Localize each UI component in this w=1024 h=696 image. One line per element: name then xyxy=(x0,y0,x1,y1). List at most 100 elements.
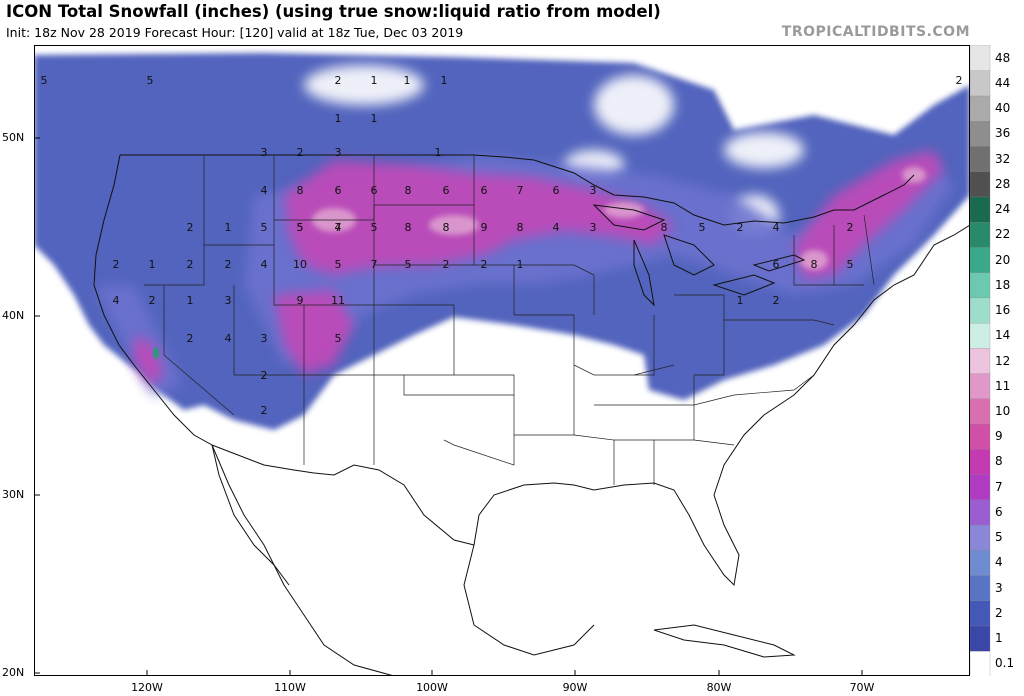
snowfall-value-label: 5 xyxy=(335,332,342,345)
map-subtitle: Init: 18z Nov 28 2019 Forecast Hour: [12… xyxy=(6,25,464,40)
colorbar-label: 44 xyxy=(995,75,1011,90)
colorbar-swatch xyxy=(970,398,991,425)
snowfall-value-label: 6 xyxy=(335,184,342,197)
snowfall-value-label: 5 xyxy=(405,258,412,271)
colorbar-label: 6 xyxy=(995,504,1003,519)
colorbar-swatch xyxy=(970,70,991,97)
snowfall-value-label: 1 xyxy=(335,112,342,125)
colorbar-swatch xyxy=(970,600,991,627)
snowfall-value-label: 4 xyxy=(261,258,268,271)
snowfall-value-label: 10 xyxy=(293,258,307,271)
lon-label-100w: 100W xyxy=(416,681,448,694)
snowfall-value-label: 6 xyxy=(553,184,560,197)
snowfall-value-label: 2 xyxy=(113,258,120,271)
snowfall-value-label: 2 xyxy=(773,294,780,307)
snowfall-value-label: 3 xyxy=(261,332,268,345)
colorbar-label: 7 xyxy=(995,479,1003,494)
snowfall-value-label: 4 xyxy=(113,294,120,307)
lat-label-20n: 20N xyxy=(2,666,25,679)
snowfall-value-label: 2 xyxy=(261,369,268,382)
colorbar-label: 10 xyxy=(995,403,1011,418)
colorbar-label: 5 xyxy=(995,530,1003,545)
coastlines xyxy=(93,154,970,676)
colorbar-swatch xyxy=(970,423,991,450)
snowfall-value-label: 9 xyxy=(297,294,304,307)
snowfall-value-label: 3 xyxy=(335,146,342,159)
snowfall-value-label: 5 xyxy=(847,258,854,271)
snowfall-value-label: 2 xyxy=(187,258,194,271)
snowfall-value-label: 2 xyxy=(187,332,194,345)
colorbar-swatch xyxy=(970,95,991,122)
lat-label-50n: 50N xyxy=(2,131,25,144)
snowfall-value-label: 5 xyxy=(261,221,268,234)
snowfall-value-label: 4 xyxy=(335,221,342,234)
snowfall-value-label: 4 xyxy=(773,221,780,234)
snowfall-value-label: 2 xyxy=(225,258,232,271)
snowfall-value-label: 5 xyxy=(41,74,48,87)
colorbar-label: 18 xyxy=(995,277,1011,292)
colorbar-swatch xyxy=(970,196,991,223)
colorbar-label: 24 xyxy=(995,202,1011,217)
snowfall-value-label: 6 xyxy=(481,184,488,197)
snowfall-value-label: 2 xyxy=(481,258,488,271)
snowfall-value-label: 1 xyxy=(187,294,194,307)
snowfall-value-label: 2 xyxy=(335,74,342,87)
colorbar-swatch xyxy=(970,499,991,526)
snowfall-value-label: 8 xyxy=(297,184,304,197)
colorbar-label: 14 xyxy=(995,328,1011,343)
snowfall-value-label: 5 xyxy=(371,221,378,234)
colorbar-swatch xyxy=(970,372,991,400)
snowfall-value-label: 2 xyxy=(187,221,194,234)
colorbar-label: 9 xyxy=(995,429,1003,444)
snowfall-value-label: 2 xyxy=(149,294,156,307)
colorbar-label: 36 xyxy=(995,126,1011,141)
colorbar-label: 48 xyxy=(995,50,1011,65)
source-credit: TROPICALTIDBITS.COM xyxy=(781,24,970,40)
colorbar-label: 11 xyxy=(995,378,1011,393)
colorbar-label: 8 xyxy=(995,454,1003,469)
snowfall-value-label: 8 xyxy=(517,221,524,234)
snowfall-value-label: 8 xyxy=(443,221,450,234)
snowfall-value-label: 2 xyxy=(737,221,744,234)
lon-label-80w: 80W xyxy=(706,681,732,694)
snowfall-value-label: 1 xyxy=(517,258,524,271)
colorbar-swatch xyxy=(970,145,991,172)
snowfall-value-label: 3 xyxy=(590,184,597,197)
snowfall-value-label: 2 xyxy=(847,221,854,234)
snowfall-value-label: 1 xyxy=(737,294,744,307)
snowfall-value-label: 7 xyxy=(335,221,342,234)
snowfall-value-label: 8 xyxy=(405,184,412,197)
snowfall-value-label: 1 xyxy=(441,74,448,87)
colorbar-label: 0.1 xyxy=(995,656,1015,671)
colorbar-label: 1 xyxy=(995,631,1003,646)
snowfall-value-label: 4 xyxy=(553,221,560,234)
snowfall-map: 5 5 2 1 1 11 123 2 3 14 8 6 6 8 6 6 7 6 35 5 42 1 5 7 5 8 8 9 8 4 3 8 5 2… xyxy=(34,45,970,676)
colorbar-swatch xyxy=(970,221,991,248)
country-borders xyxy=(120,154,915,546)
snow-field-peak xyxy=(153,347,159,359)
snowfall-value-label: 1 xyxy=(149,258,156,271)
colorbar-swatch xyxy=(970,574,991,601)
colorbar-swatch xyxy=(970,272,991,299)
colorbar-swatch xyxy=(970,45,991,71)
lon-label-110w: 110W xyxy=(274,681,306,694)
colorbar-swatch xyxy=(970,171,991,198)
colorbar-swatch xyxy=(970,650,991,676)
colorbar-swatch xyxy=(970,625,991,652)
snowfall-value-label: 6 xyxy=(773,258,780,271)
snowfall-colorbar xyxy=(970,45,991,676)
colorbar-label: 4 xyxy=(995,555,1003,570)
snowfall-value-label: 9 xyxy=(481,221,488,234)
lat-label-40n: 40N xyxy=(2,309,25,322)
snowfall-value-label: 4 xyxy=(225,332,232,345)
snowfall-value-label: 6 xyxy=(371,184,378,197)
lon-label-120w: 120W xyxy=(131,681,163,694)
snowfall-value-label: 1 xyxy=(371,74,378,87)
colorbar-label: 12 xyxy=(995,353,1011,368)
snowfall-value-label: 1 xyxy=(371,112,378,125)
snowfall-value-label: 3 xyxy=(261,146,268,159)
snowfall-value-labels: 5 5 2 1 1 11 123 2 3 14 8 6 6 8 6 6 7 6 35 5 42 1 5 7 5 8 8 9 8 4 3 8 5 2… xyxy=(41,74,963,417)
colorbar-label: 16 xyxy=(995,303,1011,318)
snowfall-value-label: 7 xyxy=(517,184,524,197)
snowfall-value-label: 1 xyxy=(225,221,232,234)
